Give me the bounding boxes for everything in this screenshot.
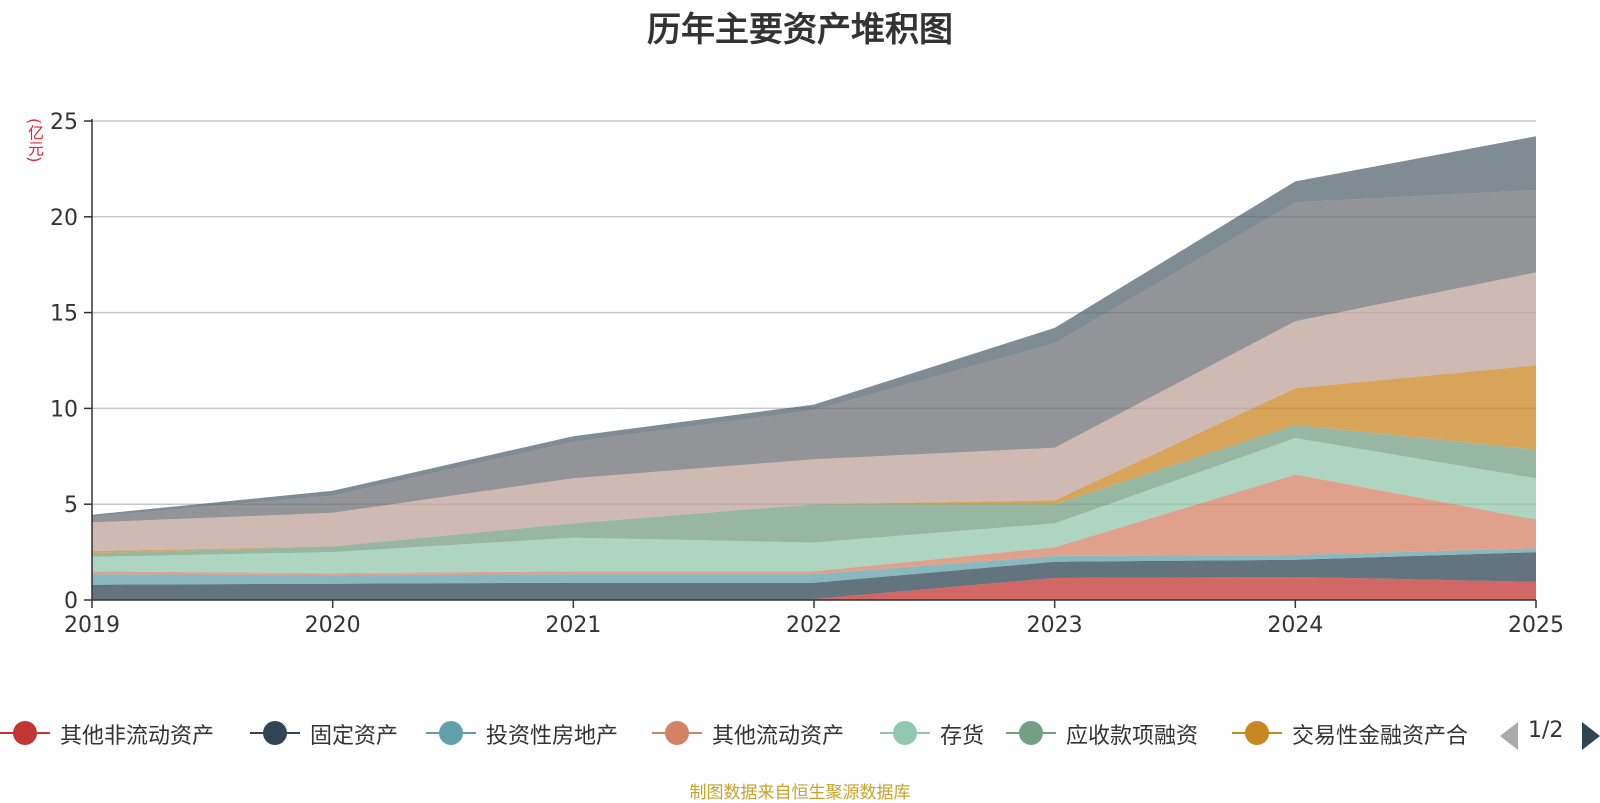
area-series-8[interactable] — [92, 272, 1536, 552]
legend-prev-page-icon[interactable] — [1500, 722, 1518, 750]
y-tick-label: 25 — [50, 110, 78, 135]
legend-marker-icon — [1019, 721, 1043, 745]
area-series-layer — [92, 136, 1536, 600]
legend-next-page-icon[interactable] — [1582, 722, 1600, 750]
area-series-7[interactable] — [92, 365, 1536, 554]
legend-label: 其他流动资产 — [712, 724, 845, 749]
area-series-2[interactable] — [92, 552, 1536, 599]
legend-label: 存货 — [940, 724, 985, 749]
area-series-3[interactable] — [92, 548, 1536, 585]
x-tick-label: 2019 — [64, 613, 120, 638]
x-tick-label: 2021 — [545, 613, 601, 638]
area-series-5[interactable] — [92, 438, 1536, 574]
legend-marker-icon — [263, 721, 287, 745]
legend-marker-icon — [1245, 721, 1269, 745]
legend-marker-icon — [13, 721, 37, 745]
y-tick-label: 0 — [64, 589, 78, 614]
x-tick-label: 2020 — [305, 613, 361, 638]
area-series-6[interactable] — [92, 424, 1536, 557]
legend-pager: 1/2 — [1500, 716, 1600, 752]
y-tick-label: 20 — [50, 206, 78, 231]
legend-label: 固定资产 — [310, 724, 399, 749]
legend-label: 其他非流动资产 — [60, 724, 215, 749]
y-axis-unit-label: (亿元) — [25, 118, 44, 163]
legend-marker-icon — [439, 721, 463, 745]
chart-title: 历年主要资产堆积图 — [647, 10, 953, 50]
legend-marker-icon — [893, 721, 917, 745]
legend-label: 投资性房地产 — [486, 724, 619, 749]
area-series-4[interactable] — [92, 474, 1536, 576]
x-tick-label: 2023 — [1027, 613, 1083, 638]
legend-marker-icon — [665, 721, 689, 745]
y-tick-label: 5 — [64, 493, 78, 518]
area-series-9[interactable] — [92, 190, 1536, 523]
source-note: 制图数据来自恒生聚源数据库 — [689, 783, 911, 803]
y-tick-label: 15 — [50, 302, 78, 327]
legend-label: 应收款项融资 — [1066, 724, 1199, 749]
x-tick-label: 2025 — [1508, 613, 1564, 638]
x-tick-label: 2024 — [1267, 613, 1323, 638]
area-series-10[interactable] — [92, 136, 1536, 517]
legend: 其他非流动资产 固定资产 投资性房地产 其他流动资产 存货 应收款项融资 交易性金融资产合 — [0, 716, 1600, 752]
legend-label: 交易性金融资产合 — [1292, 724, 1469, 749]
y-tick-label: 10 — [50, 397, 78, 422]
legend-page-indicator: 1/2 — [1528, 718, 1564, 743]
x-tick-label: 2022 — [786, 613, 842, 638]
area-series-1[interactable] — [92, 577, 1536, 600]
